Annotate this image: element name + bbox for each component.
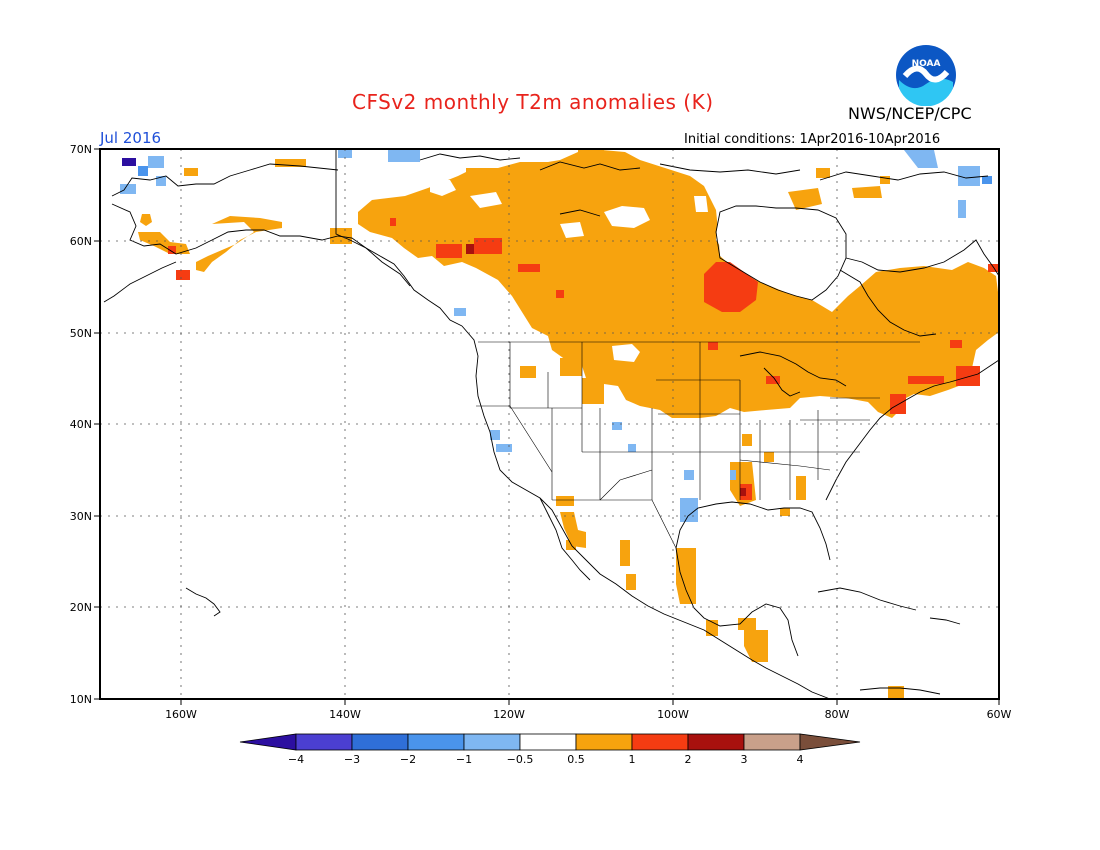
map-title: CFSv2 monthly T2m anomalies (K) (352, 90, 714, 114)
colorbar-label: 2 (685, 753, 692, 766)
map-panel: 70N 60N 50N 40N 30N 20N 10N 160W 140W 12… (70, 143, 1012, 721)
lon-label: 160W (165, 708, 197, 721)
colorbar-label: −4 (288, 753, 304, 766)
colorbar-label: 0.5 (567, 753, 585, 766)
lat-label: 60N (70, 235, 92, 248)
colorbar-label: −0.5 (507, 753, 534, 766)
colorbar-swatch (575, 733, 633, 751)
colorbar-swatch (519, 733, 577, 751)
colorbar-swatch (463, 733, 521, 751)
colorbar-swatch (295, 733, 353, 751)
noaa-logo: NOAA (896, 45, 956, 106)
lon-label: 60W (987, 708, 1012, 721)
logo-text: NOAA (912, 59, 941, 69)
lon-label: 80W (825, 708, 850, 721)
lat-label: 20N (70, 601, 92, 614)
colorbar-label: −1 (456, 753, 472, 766)
colorbar-swatch (631, 733, 689, 751)
colorbar: −4 −3 −2 −1 −0.5 0.5 1 2 3 4 (239, 733, 861, 766)
initial-conditions-label: Initial conditions: 1Apr2016-10Apr2016 (684, 132, 941, 147)
anomaly-shading (120, 150, 999, 699)
colorbar-label: −3 (344, 753, 360, 766)
colorbar-label: 3 (741, 753, 748, 766)
agency-label: NWS/NCEP/CPC (848, 104, 972, 123)
lat-label: 50N (70, 327, 92, 340)
colorbar-arrow-high (799, 733, 861, 751)
lat-label: 70N (70, 143, 92, 156)
colorbar-label: 1 (629, 753, 636, 766)
gridlines (100, 149, 999, 699)
colorbar-swatch (743, 733, 801, 751)
lat-label: 10N (70, 693, 92, 706)
political-boundaries (476, 341, 920, 549)
lat-label: 30N (70, 510, 92, 523)
colorbar-arrow-low (239, 733, 297, 751)
cool-anomaly (496, 444, 512, 452)
coastlines (103, 150, 1000, 700)
colorbar-swatch (407, 733, 465, 751)
lon-label: 100W (657, 708, 689, 721)
colorbar-swatch (351, 733, 409, 751)
colorbar-label: 4 (797, 753, 804, 766)
lon-label: 120W (493, 708, 525, 721)
colorbar-swatch (687, 733, 745, 751)
lat-label: 40N (70, 418, 92, 431)
warm-anomaly-strong (704, 262, 758, 312)
colorbar-label: −2 (400, 753, 416, 766)
warm-anomaly-canada (358, 150, 999, 418)
lon-label: 140W (329, 708, 361, 721)
valid-month-label: Jul 2016 (100, 129, 162, 147)
